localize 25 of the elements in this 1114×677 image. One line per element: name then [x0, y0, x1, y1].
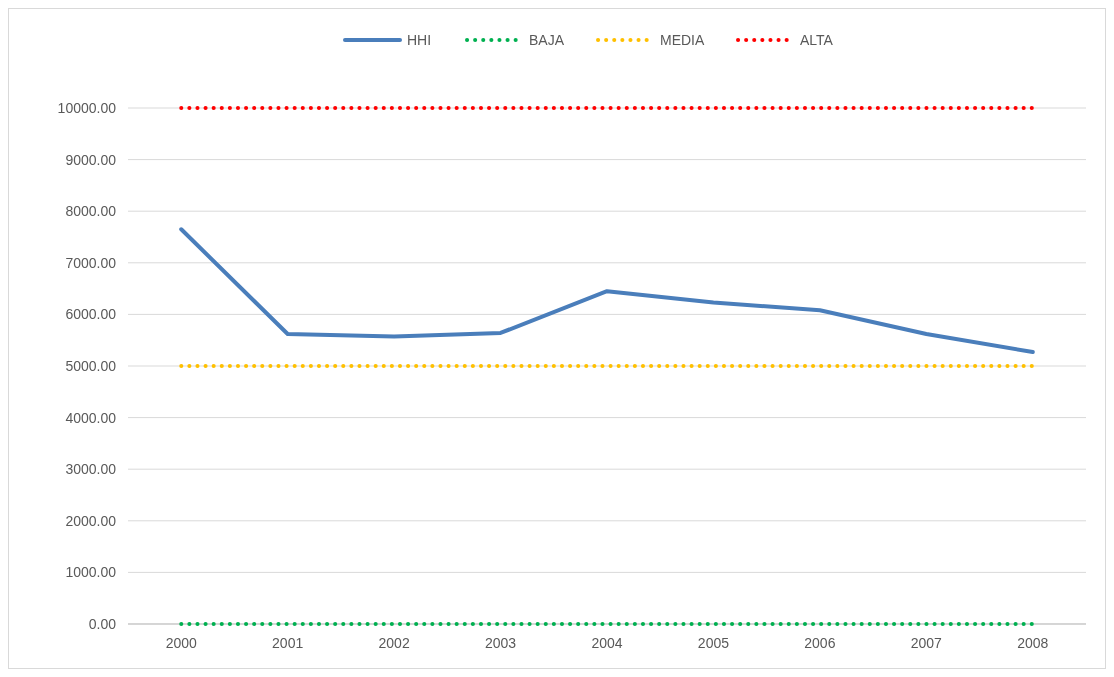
x-tick-label: 2006: [804, 635, 836, 651]
x-tick-label: 2008: [1017, 635, 1049, 651]
x-tick-label: 2003: [484, 635, 517, 651]
x-tick-label: 2005: [697, 635, 730, 651]
y-tick-label: 2000.00: [65, 512, 117, 529]
y-tick-label: 8000.00: [65, 203, 117, 220]
x-tick-label: 2002: [378, 635, 410, 651]
legend-label: HHI: [407, 31, 432, 48]
y-tick-label: 4000.00: [65, 409, 117, 426]
legend-label: MEDIA: [660, 31, 705, 48]
y-tick-label: 5000.00: [65, 357, 117, 374]
y-tick-label: 6000.00: [65, 306, 117, 323]
legend-label: BAJA: [529, 31, 565, 48]
y-tick-label: 9000.00: [65, 151, 117, 168]
y-tick-label: 0.00: [88, 615, 117, 632]
line-series: [179, 227, 1035, 355]
y-tick-label: 10000.00: [57, 99, 117, 116]
y-tick-label: 1000.00: [65, 564, 117, 581]
legend-label: ALTA: [800, 31, 834, 48]
y-tick-label: 3000.00: [65, 461, 117, 478]
y-tick-label: 7000.00: [65, 254, 117, 271]
x-tick-label: 2007: [910, 635, 943, 651]
x-tick-label: 2001: [272, 635, 304, 651]
x-tick-label: 2000: [165, 635, 197, 651]
x-tick-label: 2004: [591, 635, 623, 651]
